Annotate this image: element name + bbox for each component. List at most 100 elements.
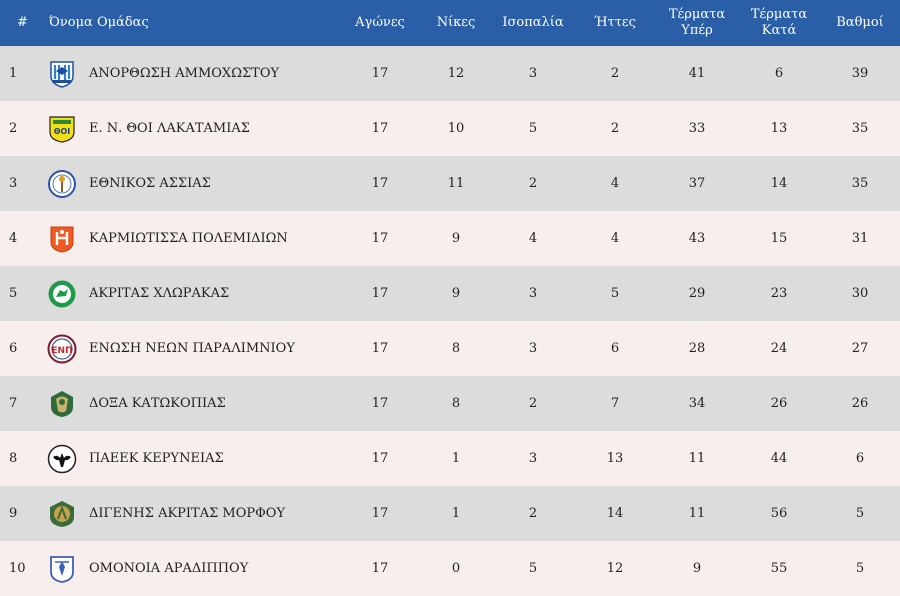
ga-cell: 23 (770, 286, 788, 301)
team-name[interactable]: ΑΚΡΙΤΑΣ ΧΛΩΡΑΚΑΣ (89, 286, 230, 301)
gf-cell: 11 (688, 506, 706, 521)
standings-body: 1 ΑΝΟΡΘΩΣΗ ΑΜΜΟΧΩΣΤΟΥ 17 12 3 2 41 6 39 2 ΘΟΙ Ε. Ν.… (0, 46, 900, 596)
header-points[interactable]: Βαθμοί (836, 15, 884, 30)
table-row[interactable]: 1 ΑΝΟΡΘΩΣΗ ΑΜΜΟΧΩΣΤΟΥ 17 12 3 2 41 6 39 (0, 46, 900, 101)
gf-cell: 34 (688, 396, 706, 411)
draws-cell: 3 (528, 451, 538, 466)
rank-cell: 1 (9, 66, 18, 81)
played-cell: 17 (371, 231, 389, 246)
header-goals-against[interactable]: Τέρματα Κατά (738, 0, 820, 46)
losses-cell: 6 (610, 341, 620, 356)
team-cell[interactable]: ΚΑΡΜΙΩΤΙΣΣΑ ΠΟΛΕΜΙΔΙΩΝ (45, 211, 340, 266)
draws-cell: 3 (528, 66, 538, 81)
header-wins[interactable]: Νίκες (436, 15, 476, 30)
team-cell[interactable]: ΔΙΓΕΝΗΣ ΑΚΡΙΤΑΣ ΜΟΡΦΟΥ (45, 486, 340, 541)
wins-cell: 8 (451, 396, 461, 411)
header-goals-against-line2: Κατά (761, 23, 797, 38)
table-row[interactable]: 6 ENΠ ΕΝΩΣΗ ΝΕΩΝ ΠΑΡΑΛΙΜΝΙΟΥ 17 8 3 6 28 24 27 (0, 321, 900, 376)
team-cell[interactable]: ΟΜΟΝΟΙΑ ΑΡΑΔΙΠΠΟΥ (45, 541, 340, 596)
losses-cell: 7 (610, 396, 620, 411)
points-cell: 27 (851, 341, 869, 356)
played-cell: 17 (371, 176, 389, 191)
rank-cell: 8 (9, 451, 18, 466)
gf-cell: 43 (688, 231, 706, 246)
draws-cell: 2 (528, 506, 538, 521)
header-draws[interactable]: Ισοπαλία (502, 15, 564, 30)
header-goals-against-line1: Τέρματα (750, 7, 808, 22)
team-name[interactable]: Ε. Ν. ΘΟΙ ΛΑΚΑΤΑΜΙΑΣ (89, 121, 250, 136)
team-cell[interactable]: ΘΟΙ Ε. Ν. ΘΟΙ ΛΑΚΑΤΑΜΙΑΣ (45, 101, 340, 156)
points-cell: 26 (851, 396, 869, 411)
header-goals-for-line2: Υπέρ (681, 23, 713, 38)
header-losses[interactable]: Ήττες (594, 15, 636, 30)
points-cell: 39 (851, 66, 869, 81)
losses-cell: 2 (610, 121, 620, 136)
svg-text:ENΠ: ENΠ (51, 346, 72, 356)
rank-cell: 5 (9, 286, 18, 301)
team-info: ΠΑΕΕΚ ΚΕΡΥΝΕΙΑΣ (45, 444, 340, 474)
karmiotissa-crest-icon (47, 224, 77, 254)
losses-cell: 4 (610, 231, 620, 246)
team-name[interactable]: ΔΟΞΑ ΚΑΤΩΚΟΠΙΑΣ (89, 396, 226, 411)
table-row[interactable]: 4 ΚΑΡΜΙΩΤΙΣΣΑ ΠΟΛΕΜΙΔΙΩΝ 17 9 4 4 43 15 31 (0, 211, 900, 266)
akritas-crest-icon (47, 279, 77, 309)
gf-cell: 41 (688, 66, 706, 81)
rank-cell: 4 (9, 231, 18, 246)
team-name[interactable]: ΑΝΟΡΘΩΣΗ ΑΜΜΟΧΩΣΤΟΥ (89, 66, 280, 81)
table-row[interactable]: 8 ΠΑΕΕΚ ΚΕΡΥΝΕΙΑΣ 17 1 3 13 11 44 6 (0, 431, 900, 486)
table-row[interactable]: 7 ΔΟΞΑ ΚΑΤΩΚΟΠΙΑΣ 17 8 2 7 34 26 26 (0, 376, 900, 431)
team-cell[interactable]: ΑΝΟΡΘΩΣΗ ΑΜΜΟΧΩΣΤΟΥ (45, 46, 340, 101)
rank-cell: 9 (9, 506, 18, 521)
enp-crest-icon: ENΠ (47, 334, 77, 364)
points-cell: 30 (851, 286, 869, 301)
svg-text:ΘΟΙ: ΘΟΙ (54, 127, 71, 136)
team-cell[interactable]: ΑΚΡΙΤΑΣ ΧΛΩΡΑΚΑΣ (45, 266, 340, 321)
team-info: ΕΘΝΙΚΟΣ ΑΣΣΙΑΣ (45, 169, 340, 199)
header-goals-for[interactable]: Τέρματα Υπέρ (656, 0, 738, 46)
team-name[interactable]: ΕΝΩΣΗ ΝΕΩΝ ΠΑΡΑΛΙΜΝΙΟΥ (89, 341, 295, 356)
team-cell[interactable]: ΕΘΝΙΚΟΣ ΑΣΣΙΑΣ (45, 156, 340, 211)
gf-cell: 33 (688, 121, 706, 136)
team-cell[interactable]: ΔΟΞΑ ΚΑΤΩΚΟΠΙΑΣ (45, 376, 340, 431)
thoi-crest-icon: ΘΟΙ (47, 114, 77, 144)
table-row[interactable]: 2 ΘΟΙ Ε. Ν. ΘΟΙ ΛΑΚΑΤΑΜΙΑΣ 17 10 5 2 33 13 35 (0, 101, 900, 156)
team-name[interactable]: ΚΑΡΜΙΩΤΙΣΣΑ ΠΟΛΕΜΙΔΙΩΝ (89, 231, 288, 246)
wins-cell: 11 (447, 176, 465, 191)
header-played[interactable]: Αγώνες (355, 15, 405, 30)
team-name[interactable]: ΕΘΝΙΚΟΣ ΑΣΣΙΑΣ (89, 176, 211, 191)
draws-cell: 2 (528, 176, 538, 191)
points-cell: 5 (855, 561, 865, 576)
points-cell: 5 (855, 506, 865, 521)
team-name[interactable]: ΟΜΟΝΟΙΑ ΑΡΑΔΙΠΠΟΥ (89, 561, 249, 576)
ga-cell: 15 (770, 231, 788, 246)
standings-header: # Όνομα Ομάδας Αγώνες Νίκες Ισοπαλία Ήττ… (0, 0, 900, 46)
wins-cell: 9 (451, 231, 461, 246)
table-row[interactable]: 10 ΟΜΟΝΟΙΑ ΑΡΑΔΙΠΠΟΥ 17 0 5 12 9 55 5 (0, 541, 900, 596)
gf-cell: 11 (688, 451, 706, 466)
table-row[interactable]: 3 ΕΘΝΙΚΟΣ ΑΣΣΙΑΣ 17 11 2 4 37 14 35 (0, 156, 900, 211)
wins-cell: 0 (451, 561, 461, 576)
points-cell: 6 (855, 451, 865, 466)
table-row[interactable]: 5 ΑΚΡΙΤΑΣ ΧΛΩΡΑΚΑΣ 17 9 3 5 29 23 30 (0, 266, 900, 321)
team-name[interactable]: ΔΙΓΕΝΗΣ ΑΚΡΙΤΑΣ ΜΟΡΦΟΥ (89, 506, 286, 521)
table-row[interactable]: 9 ΔΙΓΕΝΗΣ ΑΚΡΙΤΑΣ ΜΟΡΦΟΥ 17 1 2 14 11 56 5 (0, 486, 900, 541)
header-rank[interactable]: # (17, 15, 28, 30)
ga-cell: 6 (774, 66, 784, 81)
team-cell[interactable]: ENΠ ΕΝΩΣΗ ΝΕΩΝ ΠΑΡΑΛΙΜΝΙΟΥ (45, 321, 340, 376)
ethnikos-crest-icon (47, 169, 77, 199)
gf-cell: 37 (688, 176, 706, 191)
paeek-crest-icon (47, 444, 77, 474)
points-cell: 35 (851, 176, 869, 191)
played-cell: 17 (371, 561, 389, 576)
team-name[interactable]: ΠΑΕΕΚ ΚΕΡΥΝΕΙΑΣ (89, 451, 224, 466)
ga-cell: 55 (770, 561, 788, 576)
wins-cell: 1 (451, 506, 461, 521)
draws-cell: 3 (528, 286, 538, 301)
header-team[interactable]: Όνομα Ομάδας (49, 15, 149, 30)
header-row: # Όνομα Ομάδας Αγώνες Νίκες Ισοπαλία Ήττ… (0, 0, 900, 46)
team-cell[interactable]: ΠΑΕΕΚ ΚΕΡΥΝΕΙΑΣ (45, 431, 340, 486)
rank-cell: 2 (9, 121, 18, 136)
team-info: ΘΟΙ Ε. Ν. ΘΟΙ ΛΑΚΑΤΑΜΙΑΣ (45, 114, 340, 144)
team-info: ΚΑΡΜΙΩΤΙΣΣΑ ΠΟΛΕΜΙΔΙΩΝ (45, 224, 340, 254)
